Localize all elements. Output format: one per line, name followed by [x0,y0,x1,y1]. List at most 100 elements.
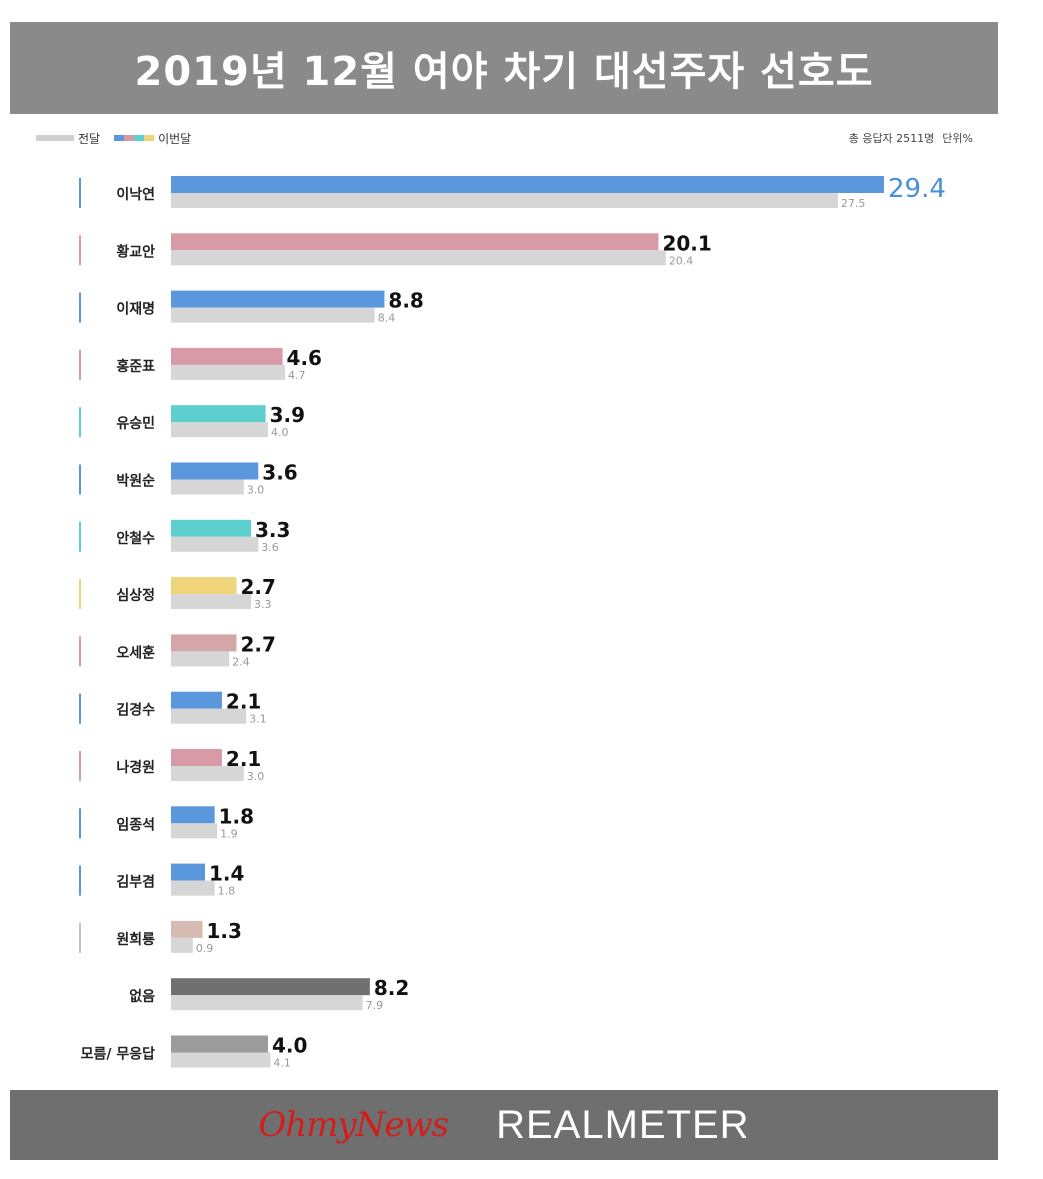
value-label-previous: 4.1 [273,1057,291,1070]
category-label: 이재명 [116,301,155,318]
value-label-previous: 3.0 [247,484,265,497]
value-label-previous: 8.4 [378,312,396,325]
bar-previous [171,422,269,438]
value-label-current: 8.2 [374,976,409,1000]
bar-previous [171,823,218,839]
bar-current [171,749,222,766]
value-label-previous: 3.3 [254,598,272,611]
bar-previous [171,193,838,208]
realmeter-logo: REALMETER [496,1102,750,1147]
category-label: 이낙연 [116,186,155,203]
value-label-current: 2.1 [226,747,261,771]
row-marker [79,579,81,610]
category-label: 홍준표 [116,358,155,375]
bar-current [171,863,205,881]
row-marker [79,865,81,896]
legend-label-previous: 전달 [78,131,101,146]
bar-current [171,290,385,308]
bar-previous [171,250,666,266]
ohmynews-logo: OhmyNews [258,1105,449,1145]
legend-swatch-previous [36,135,74,141]
value-label-current: 2.1 [226,690,261,714]
bar-previous [171,651,230,667]
bar-chart: 이낙연 29.4 27.5 황교안 20.120.4 이재명 8.88.4 홍준표 4.64.7… [79,174,946,1070]
bar-current [171,806,215,824]
bar-previous [171,766,244,781]
category-label: 나경원 [116,759,155,776]
value-label-current: 3.3 [255,518,290,542]
bar-current [171,634,237,652]
row-marker [79,292,81,323]
bar-previous [171,479,244,495]
value-label-previous: 1.8 [218,885,236,898]
value-label-previous: 2.4 [232,655,250,668]
bar-current [171,233,659,251]
unit-note: 단위% [942,132,973,145]
category-label: 임종석 [116,817,155,833]
row-marker [79,178,81,208]
category-label: 오세훈 [116,644,155,661]
category-label: 안철수 [116,530,155,547]
value-label-previous: 4.7 [288,369,306,382]
row-marker [79,464,81,495]
category-label: 김경수 [116,702,155,719]
value-label-current: 1.4 [209,862,244,886]
row-marker [79,922,81,953]
bar-current [171,405,266,423]
value-label-previous: 3.1 [249,713,267,726]
value-label-current: 4.6 [287,346,322,370]
bar-current [171,691,222,709]
bar-previous [171,995,363,1011]
legend: 전달 이번달 [36,128,191,148]
value-label-current: 3.9 [270,403,305,427]
bar-current [171,1035,269,1053]
row-marker [79,808,81,839]
bar-previous [171,307,375,323]
category-label: 김부겸 [116,874,155,891]
survey-note: 총 응답자 2511명 단위% [849,128,973,148]
category-label: 모름/ 무응답 [81,1046,156,1063]
title-bar: 2019년 12월 여야 차기 대선주자 선호도 [10,22,998,114]
footer: OhmyNews REALMETER [10,1090,998,1160]
category-label: 유승민 [116,415,155,432]
bar-current [171,462,259,480]
value-label-previous: 20.4 [669,254,694,267]
value-label-current: 2.7 [240,575,275,599]
bar-previous [171,880,215,896]
row-marker [79,636,81,667]
legend-swatch-current [114,135,155,141]
category-label: 황교안 [116,243,155,260]
value-label-previous: 0.9 [196,942,214,955]
category-label: 심상정 [116,587,155,604]
bar-current [171,176,884,193]
value-label-previous: 27.5 [841,197,866,210]
bar-previous [171,594,252,610]
category-label: 박원순 [116,473,155,490]
value-label-previous: 3.0 [247,770,265,783]
row-marker [79,235,81,266]
value-label-current: 1.3 [207,919,242,943]
value-label-current: 3.6 [262,461,297,485]
value-label-previous: 1.9 [220,827,238,840]
category-label: 원희룡 [116,932,155,948]
value-label-current: 20.1 [662,231,711,255]
bar-current [171,347,283,365]
value-label-previous: 3.6 [261,541,279,554]
row-marker [79,349,81,380]
bar-current [171,978,370,996]
chart-title: 2019년 12월 여야 차기 대선주자 선호도 [134,49,874,95]
row-marker [79,521,81,552]
row-marker [79,407,81,438]
bar-previous [171,364,285,380]
value-label-previous: 7.9 [366,999,384,1012]
respondents-note: 총 응답자 2511명 [848,132,935,145]
value-label-previous: 4.0 [271,426,289,439]
value-label-current: 8.8 [388,289,423,313]
bar-previous [171,937,193,953]
value-label-current: 4.0 [272,1034,307,1058]
category-label: 없음 [129,989,155,1005]
bar-current [171,519,252,537]
row-marker [79,693,81,724]
bar-current [171,577,237,595]
row-marker [79,751,81,781]
